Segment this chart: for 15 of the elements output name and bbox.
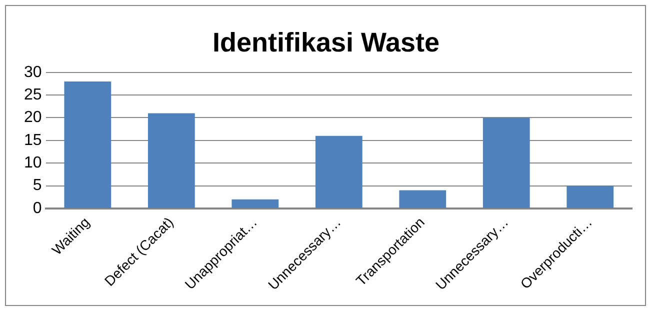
- bar: [482, 118, 530, 208]
- bar: [148, 113, 195, 208]
- y-tick-label: 5: [32, 177, 42, 194]
- bar: [232, 199, 279, 208]
- bar: [315, 136, 362, 208]
- y-tick-label: 30: [24, 64, 42, 81]
- chart-title: Identifikasi Waste: [212, 28, 440, 58]
- bar: [566, 186, 614, 208]
- y-tick-label: 20: [24, 109, 42, 126]
- y-tick-label: 10: [24, 154, 42, 172]
- y-tick-label: 15: [24, 132, 42, 149]
- bar: [399, 190, 446, 208]
- y-tick-label: 25: [24, 86, 42, 104]
- bar: [64, 81, 112, 208]
- y-tick-label: 0: [32, 200, 42, 217]
